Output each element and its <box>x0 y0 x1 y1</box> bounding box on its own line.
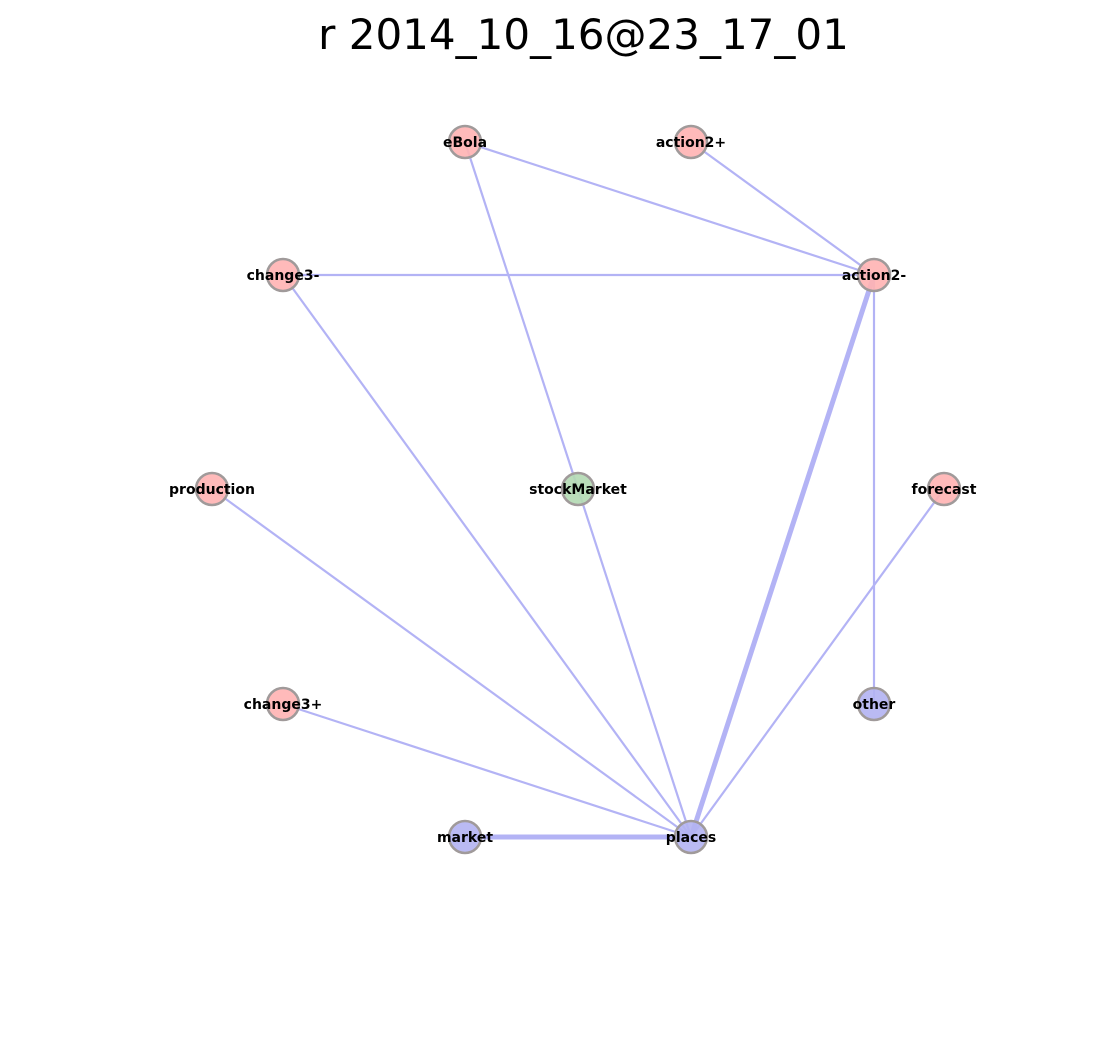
node-change3- <box>265 257 301 293</box>
edge-action2--places <box>688 274 877 838</box>
node-other <box>856 686 892 722</box>
node-market <box>447 819 483 855</box>
labels-layer: eBola action2+ change3- action2- production s… <box>169 135 977 846</box>
node-label-change3-: change3- <box>247 268 320 284</box>
node-label-market: market <box>437 830 493 846</box>
graph-title: r 2014_10_16@23_17_01 <box>318 10 849 59</box>
node-label-action2+: action2+ <box>656 135 726 151</box>
node-label-action2-: action2- <box>842 268 907 284</box>
node-stockMarket <box>560 471 596 507</box>
edge-eBola-stockMarket <box>463 141 580 490</box>
node-label-places: places <box>666 830 716 846</box>
edge-forecast-places <box>690 488 945 838</box>
edge-stockMarket-places <box>576 488 693 838</box>
node-label-other: other <box>853 697 896 713</box>
node-eBola <box>447 124 483 160</box>
node-label-stockMarket: stockMarket <box>529 482 627 498</box>
node-action2+ <box>673 124 709 160</box>
node-places <box>673 819 709 855</box>
edge-eBola-action2- <box>464 140 875 277</box>
nodes-layer <box>194 124 962 855</box>
edge-change3--places <box>282 274 692 838</box>
edge-production-places <box>211 488 692 838</box>
node-label-change3+: change3+ <box>244 697 323 713</box>
edge-action2+-action2- <box>690 141 875 276</box>
node-production <box>194 471 230 507</box>
node-action2- <box>856 257 892 293</box>
node-change3+ <box>265 686 301 722</box>
node-label-forecast: forecast <box>912 482 977 498</box>
node-label-production: production <box>169 482 255 498</box>
node-forecast <box>926 471 962 507</box>
node-label-eBola: eBola <box>443 135 487 151</box>
edges-layer <box>211 140 945 840</box>
edge-change3+-places <box>282 702 692 839</box>
